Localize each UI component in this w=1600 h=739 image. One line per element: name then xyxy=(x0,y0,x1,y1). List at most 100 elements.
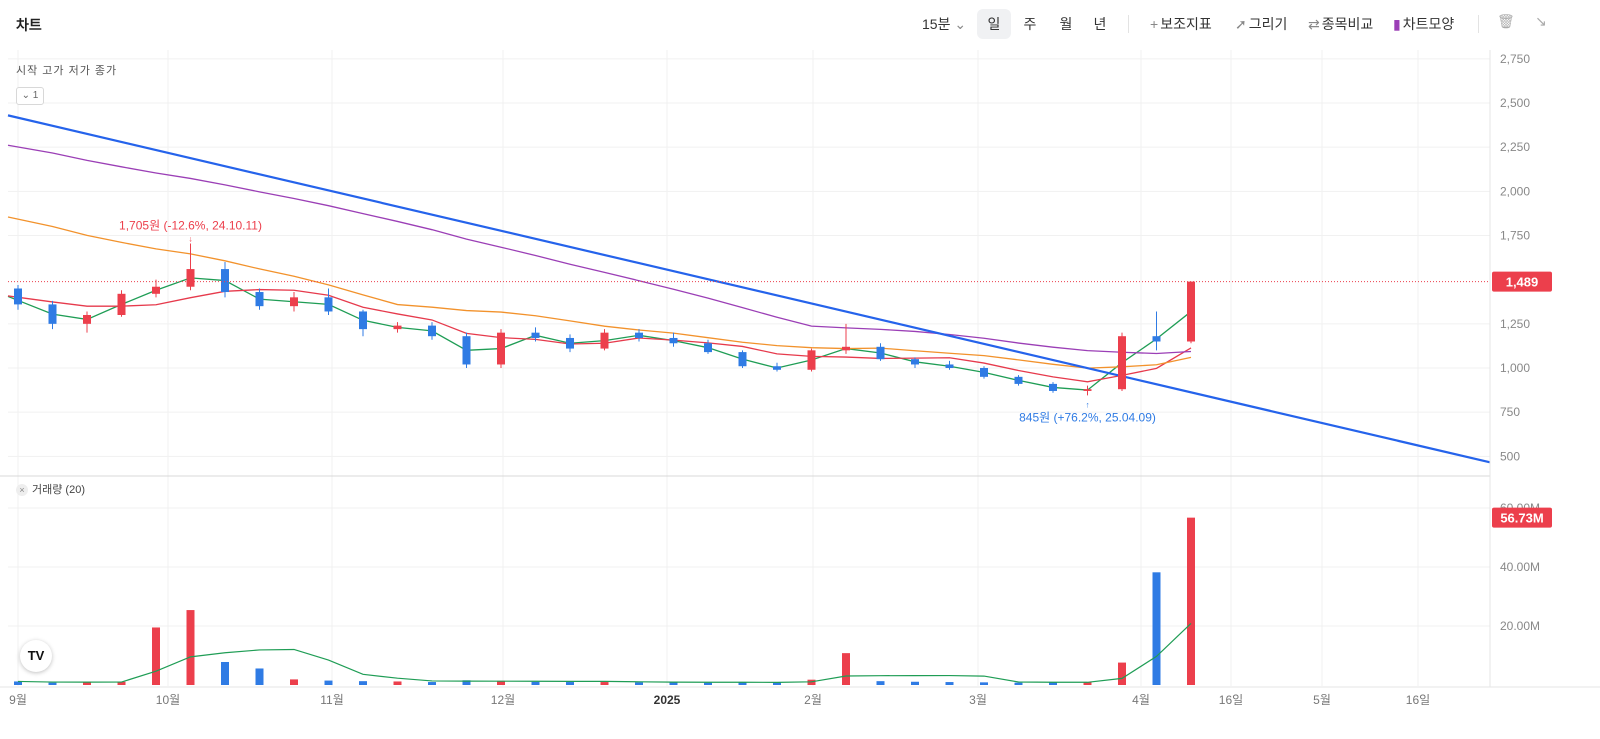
volume-bar xyxy=(531,681,540,685)
volume-bar xyxy=(221,661,229,685)
volume-bar xyxy=(911,681,919,685)
axis-layer: 2,750 2,500 2,250 2,000 1,750 1,250 1,000 750 50… xyxy=(0,50,1600,707)
collapse-icon[interactable]: ↘ xyxy=(1535,13,1547,29)
legend-collapse-button[interactable]: ⌄ 1 xyxy=(16,87,44,105)
volume-bar xyxy=(117,681,126,685)
period-tab-week[interactable]: 주 xyxy=(1023,16,1037,32)
volume-bar xyxy=(1152,572,1161,685)
candle-body xyxy=(1014,376,1023,384)
price-tick-label: 2,500 xyxy=(1500,96,1530,110)
plus-icon: + xyxy=(1150,16,1159,32)
close-icon[interactable]: × xyxy=(16,484,28,496)
time-tick-label: 11월 xyxy=(320,693,344,707)
candle-body xyxy=(738,352,747,367)
candle-body xyxy=(83,315,91,324)
candle-body xyxy=(14,288,22,305)
volume-bar xyxy=(1118,662,1126,685)
price-tick-label: 2,250 xyxy=(1500,140,1530,154)
volume-layer xyxy=(14,517,1195,685)
trendline-layer xyxy=(7,114,1491,464)
volume-bar xyxy=(980,682,988,685)
candle-body xyxy=(290,297,298,307)
trash-icon[interactable]: 🗑 xyxy=(1497,13,1515,29)
high-annotation: 1,705원 (-12.6%, 24.10.11) xyxy=(119,218,262,232)
price-tick-label: 750 xyxy=(1500,405,1520,419)
candle-body xyxy=(842,346,850,351)
period-tab-day[interactable]: 일 xyxy=(977,9,1011,39)
volume-bar xyxy=(945,682,954,685)
volume-bar xyxy=(600,682,609,685)
candle-body xyxy=(462,336,471,365)
candle-body xyxy=(48,304,57,324)
candle-body xyxy=(152,286,160,294)
current-volume-badge xyxy=(1492,507,1552,528)
volume-ma-line xyxy=(17,622,1192,683)
time-tick-label: 16일 xyxy=(1406,693,1430,707)
current-volume-label: 56.73M xyxy=(1500,511,1543,526)
volume-bar xyxy=(1014,682,1023,685)
volume-bar xyxy=(1049,682,1057,685)
volume-bar xyxy=(290,679,298,685)
candles-layer xyxy=(14,243,1195,396)
toolbar-divider-2 xyxy=(1478,15,1479,33)
time-tick-label: 16일 xyxy=(1219,693,1243,707)
chevron-down-icon: ⌄ xyxy=(954,16,967,32)
ma60-line xyxy=(7,216,1192,369)
toolbar-divider xyxy=(1128,15,1129,33)
trendline xyxy=(7,114,1491,464)
low-marker: ↑ xyxy=(1086,400,1090,409)
interval-select[interactable]: 15분 ⌄ xyxy=(922,9,968,39)
chart-toolbar: 차트 15분 ⌄ 일 주 월 년 + 보조지표 ➚ 그리기 ⇄ 종목비교 ▮ 차트모양 … xyxy=(0,0,1600,48)
candle-body xyxy=(704,343,712,353)
candle-body xyxy=(945,364,954,368)
volume-bar xyxy=(1083,682,1092,685)
volume-bar xyxy=(635,682,643,685)
chart-style-icon: ▮ xyxy=(1393,16,1401,32)
volume-bar xyxy=(255,668,264,685)
candle-body xyxy=(497,332,505,365)
candle-body xyxy=(428,325,436,337)
volume-bar xyxy=(669,682,678,685)
candle-body xyxy=(1083,389,1092,391)
time-tick-label: 2월 xyxy=(804,693,822,707)
price-tick-label: 2,750 xyxy=(1500,52,1530,66)
page-title: 차트 xyxy=(16,17,42,33)
moving-average-lines xyxy=(7,144,1192,391)
volume-tick-label: 20.00M xyxy=(1500,619,1540,633)
price-tick-label: 1,750 xyxy=(1500,229,1530,243)
ma120-line xyxy=(7,144,1192,355)
time-tick-label: 5월 xyxy=(1313,693,1331,707)
period-tab-month[interactable]: 월 xyxy=(1059,16,1073,32)
time-tick-label: 2025 xyxy=(654,693,681,707)
price-tick-label: 1,250 xyxy=(1500,317,1530,331)
price-tick-label: 500 xyxy=(1500,449,1520,463)
volume-tick-label: 40.00M xyxy=(1500,560,1540,574)
tradingview-logo[interactable]: TV xyxy=(20,640,52,672)
volume-legend-label: 거래량 (20) xyxy=(32,484,85,496)
candle-body xyxy=(255,292,264,307)
time-tick-label: 12월 xyxy=(491,693,515,707)
candle-body xyxy=(669,337,678,344)
current-price-badge xyxy=(1492,271,1552,292)
period-tab-year[interactable]: 년 xyxy=(1093,16,1107,32)
draw-button[interactable]: ➚ 그리기 xyxy=(1235,9,1287,39)
candle-body xyxy=(221,269,229,293)
interval-label: 15분 xyxy=(922,16,951,32)
compare-icon: ⇄ xyxy=(1308,16,1320,32)
candle-body xyxy=(393,325,402,330)
chart-style-button[interactable]: ▮ 차트모양 xyxy=(1393,9,1454,39)
current-price-label: 1,489 xyxy=(1506,275,1539,290)
time-tick-label: 10월 xyxy=(156,693,180,707)
time-tick-label: 3월 xyxy=(969,693,987,707)
volume-legend: × 거래량 (20) xyxy=(16,481,85,497)
compare-button[interactable]: ⇄ 종목비교 xyxy=(1308,9,1373,39)
candle-body xyxy=(324,297,333,312)
volume-bar xyxy=(48,682,57,685)
indicator-button[interactable]: + 보조지표 xyxy=(1150,9,1212,39)
candle-body xyxy=(876,346,885,360)
volume-bar xyxy=(566,682,574,685)
volume-bar xyxy=(704,682,712,685)
candle-body xyxy=(566,337,574,349)
candle-body xyxy=(600,332,609,349)
